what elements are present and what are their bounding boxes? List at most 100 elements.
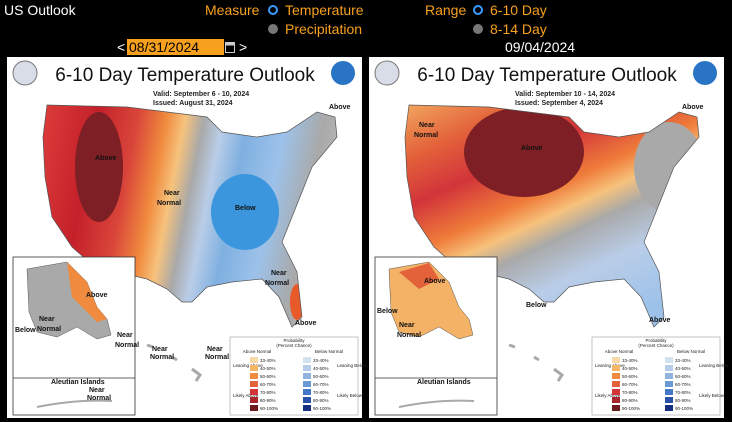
prev-arrow[interactable]: < [117,39,126,55]
swatch-above [250,357,258,363]
alaska [26,261,112,340]
region-label: Below [235,205,256,212]
region-label: Above [424,278,446,285]
hawaii [146,343,203,382]
legend-text: (Percent Chance) [638,343,674,348]
valid-date: Valid: September 6 - 10, 2024 [153,91,249,98]
doc-logo [374,60,400,86]
legend-range: 40-50% [622,366,638,371]
region-label: Near [89,387,105,394]
legend-range: 70-80% [622,390,638,395]
swatch-below [665,389,673,395]
legend-range: 80-90% [260,398,276,403]
region-label: Above [329,104,351,111]
alaska-zone [67,262,107,322]
measure-option[interactable]: Precipitation [285,21,363,37]
legend-text: (Percent Chance) [276,343,312,348]
region-label: Normal [205,354,229,361]
swatch-below [665,365,673,371]
next-arrow[interactable]: > [239,39,248,55]
legend-range: 60-70% [675,382,691,387]
legend-range: 70-80% [313,390,329,395]
contour [211,174,279,250]
legend-range: 50-60% [260,374,276,379]
legend-range: 80-90% [675,398,691,403]
legend-range: 90-100% [622,406,640,411]
swatch-below [665,357,673,363]
contour [464,107,584,197]
noaa-logo [693,61,717,85]
legend-text: Below Normal [677,349,705,354]
legend-range: 90-100% [675,406,693,411]
legend-range: 50-60% [675,374,691,379]
swatch-below [303,397,311,403]
region-label: Normal [157,200,181,207]
radio[interactable] [473,24,483,34]
swatch-above [612,381,620,387]
legend-range: 60-70% [260,382,276,387]
swatch-above [250,397,258,403]
legend-range: 40-50% [675,366,691,371]
calendar-icon[interactable] [225,41,235,53]
swatch-above [612,365,620,371]
legend-range: 70-80% [260,390,276,395]
region-label: Near [399,322,415,329]
legend-text: Below Normal [315,349,343,354]
swatch-below [303,373,311,379]
region-label: Normal [265,280,289,287]
swatch-below [665,381,673,387]
legend-text: Above Normal [243,349,272,354]
swatch-below [303,381,311,387]
legend-range: 60-70% [622,382,638,387]
legend-range: 40-50% [260,366,276,371]
region-label: Below [377,308,398,315]
legend-text: Leaning Above [595,363,625,368]
map-title: 6-10 Day Temperature Outlook [417,65,677,86]
legend-range: 80-90% [313,398,329,403]
measure-label: Measure [205,2,260,18]
swatch-below [303,365,311,371]
legend-range: 33-40% [675,358,691,363]
map-panel: 6-10 Day Temperature Outlook Valid: Septe… [7,57,367,418]
swatch-above [250,405,258,411]
contour [75,112,123,222]
region-label: Normal [115,342,139,349]
legend-range: 70-80% [675,390,691,395]
radio[interactable] [268,24,278,34]
swatch-below [303,389,311,395]
swatch-below [665,397,673,403]
swatch-above [612,373,620,379]
aleutians [398,399,475,408]
region-label: Normal [87,395,111,402]
region-label: Above [521,145,543,152]
region-label: Below [15,327,36,334]
legend-text: Probability [645,338,667,343]
radio-selected[interactable] [473,5,483,15]
radio-selected[interactable] [268,5,278,15]
swatch-above [612,397,620,403]
legend-range: 50-60% [622,374,638,379]
range-option[interactable]: 8-14 Day [490,21,547,37]
legend-range: 33-40% [622,358,638,363]
range-option[interactable]: 6-10 Day [490,2,547,18]
legend-range: 40-50% [313,366,329,371]
legend-text: Likely Below [337,393,363,398]
swatch-above [612,357,620,363]
region-label: Near [207,346,223,353]
region-label: Near [271,270,287,277]
legend-text: Probability [283,338,305,343]
region-label: Normal [37,326,61,333]
measure-option[interactable]: Temperature [285,2,364,18]
region-label: Normal [414,132,438,139]
doc-logo [12,60,38,86]
date-input[interactable]: 08/31/2024 [127,39,224,55]
swatch-below [303,405,311,411]
legend-text: Leaning Below [699,363,729,368]
swatch-below [665,405,673,411]
legend-range: 80-90% [622,398,638,403]
issued-date: Issued: September 4, 2024 [515,100,603,107]
region-label: Near [152,346,168,353]
end-date: 09/04/2024 [505,39,576,55]
